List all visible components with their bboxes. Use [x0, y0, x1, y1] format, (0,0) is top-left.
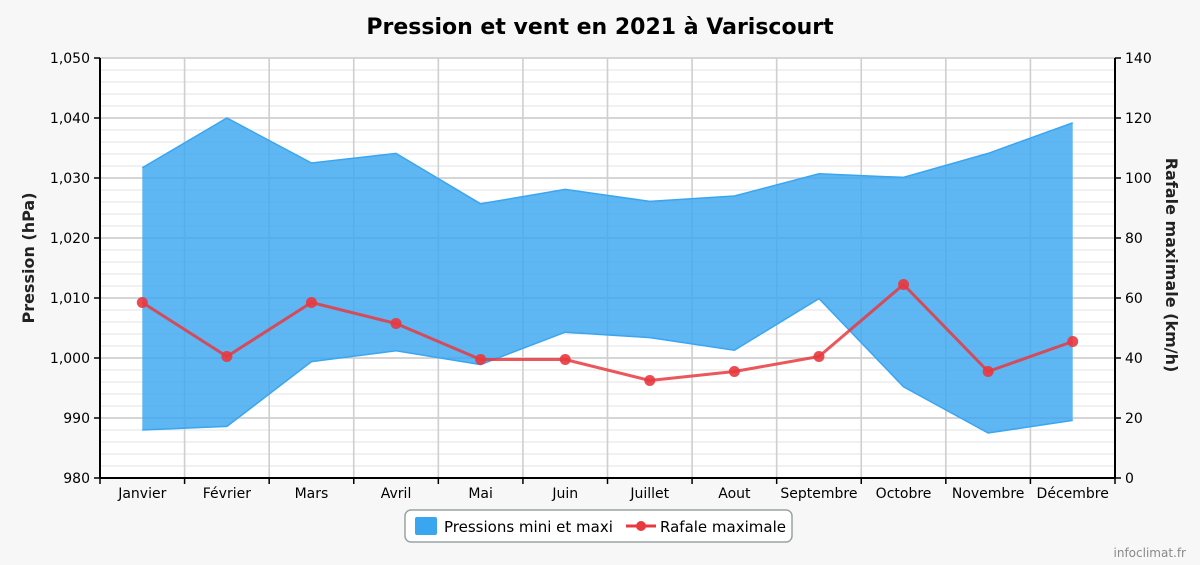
y-right-tick-label: 0: [1125, 471, 1134, 487]
wind-gust-line: [141, 283, 1074, 382]
wind-gust-point: [559, 354, 571, 365]
wind-gust-point: [728, 366, 740, 377]
y-axis-left-title: Pression (hPa): [19, 192, 38, 323]
x-tick-label: Avril: [381, 486, 412, 502]
y-right-tick-label: 40: [1125, 351, 1143, 367]
chart-title: Pression et vent en 2021 à Variscourt: [366, 15, 834, 40]
y-right-tick-label: 20: [1125, 411, 1143, 427]
pressure-min-edge: [142, 297, 1073, 434]
y-left-tick-label: 980: [63, 471, 90, 487]
legend-swatch-wind-dot: [636, 521, 646, 531]
wind-gust-point: [221, 351, 233, 362]
wind-line-layer: [136, 279, 1079, 386]
x-tick-label: Aout: [718, 486, 751, 502]
x-tick-label: Mars: [295, 486, 329, 502]
legend-label-wind: Rafale maximale: [660, 518, 786, 536]
legend-label-pressure: Pressions mini et maxi: [444, 518, 613, 536]
wind-gust-point: [898, 279, 910, 290]
pressure-max-edge: [141, 117, 1073, 205]
x-tick-label: Octobre: [876, 486, 932, 502]
y-left-tick-label: 1,050: [50, 51, 90, 67]
credit-text: infoclimat.fr: [1114, 546, 1187, 560]
y-right-tick-label: 140: [1125, 51, 1152, 67]
wind-gust-point: [305, 297, 317, 308]
y-left-tick-label: 1,020: [50, 231, 90, 247]
y-right-tick-label: 80: [1125, 231, 1143, 247]
x-tick-label: Février: [203, 486, 251, 502]
x-tick-label: Novembre: [952, 486, 1025, 502]
wind-gust-point: [136, 297, 148, 308]
y-axis-right-title: Rafale maximale (km/h): [1162, 158, 1181, 373]
y-left-tick-label: 1,040: [50, 111, 90, 127]
y-left-tick-label: 1,000: [50, 351, 90, 367]
x-tick-label: Septembre: [780, 486, 857, 502]
x-tick-label: Décembre: [1037, 486, 1109, 502]
pressure-area-layer: [141, 117, 1073, 434]
y-right-tick-label: 120: [1125, 111, 1152, 127]
y-right-tick-label: 60: [1125, 291, 1143, 307]
legend: Pressions mini et maxi Rafale maximale: [404, 509, 793, 543]
wind-gust-point: [1067, 336, 1079, 347]
wind-gust-point: [982, 366, 994, 377]
legend-swatch-pressure: [415, 517, 437, 535]
y-left-tick-label: 1,030: [50, 171, 90, 187]
wind-gust-point: [813, 351, 825, 362]
y-right-tick-label: 100: [1125, 171, 1152, 187]
axes: 980 990 1,000 1,010 1,020 1,030 1,040 1,050 0 20 4…: [50, 51, 1152, 502]
y-left-tick-label: 1,010: [50, 291, 90, 307]
x-tick-label: Juin: [551, 486, 578, 502]
wind-gust-point: [390, 318, 402, 329]
legend-box: [404, 509, 793, 543]
x-tick-label: Janvier: [117, 486, 166, 502]
wind-gust-point: [644, 375, 656, 386]
x-tick-label: Juillet: [629, 486, 669, 502]
wind-gust-point: [475, 354, 487, 365]
x-tick-label: Mai: [468, 486, 493, 502]
pressure-range-area: [142, 118, 1073, 433]
y-left-tick-label: 990: [63, 411, 90, 427]
